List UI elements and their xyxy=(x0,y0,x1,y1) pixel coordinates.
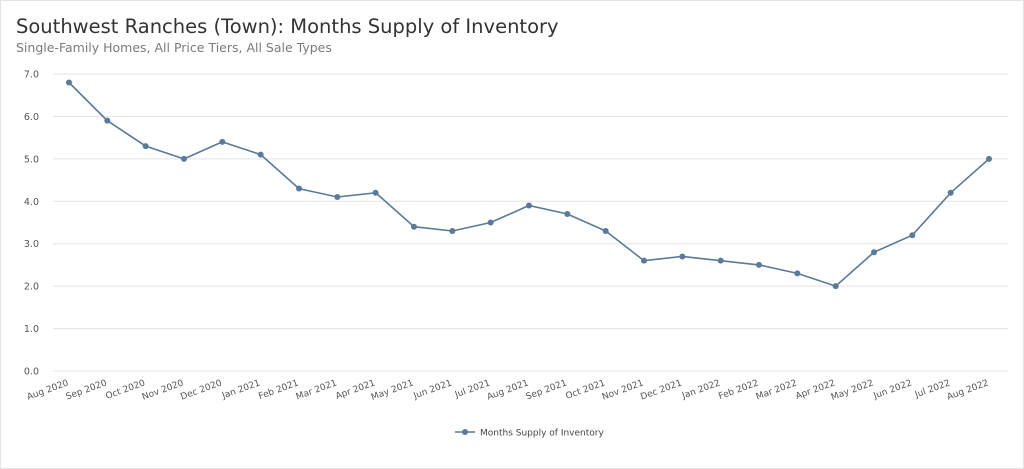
data-point[interactable] xyxy=(219,138,226,145)
data-point[interactable] xyxy=(602,227,609,234)
x-tick-label: May 2022 xyxy=(830,378,875,403)
x-tick-label: Mar 2022 xyxy=(755,378,799,402)
chart-title: Southwest Ranches (Town): Months Supply … xyxy=(16,15,559,38)
data-point[interactable] xyxy=(986,155,992,162)
y-tick-label: 7.0 xyxy=(24,70,39,81)
data-point[interactable] xyxy=(296,185,302,192)
data-point[interactable] xyxy=(372,189,379,196)
data-point[interactable] xyxy=(756,261,762,268)
data-point[interactable] xyxy=(66,79,72,86)
x-tick-label: Jul 2021 xyxy=(453,378,492,400)
x-tick-label: Oct 2021 xyxy=(564,378,606,402)
data-point[interactable] xyxy=(679,253,686,260)
x-tick-label: Feb 2021 xyxy=(257,378,300,402)
data-point[interactable] xyxy=(526,202,532,209)
y-tick-label: 2.0 xyxy=(24,282,39,293)
legend[interactable]: Months Supply of Inventory xyxy=(455,429,604,439)
x-tick-label: Nov 2020 xyxy=(141,378,185,402)
data-point[interactable] xyxy=(717,257,724,264)
series-layer xyxy=(66,79,992,290)
x-tick-label: Apr 2022 xyxy=(794,378,836,402)
y-tick-label: 0.0 xyxy=(24,367,39,378)
x-tick-label: Feb 2022 xyxy=(717,378,760,402)
data-point[interactable] xyxy=(487,219,494,226)
x-tick-label: Dec 2020 xyxy=(179,378,223,402)
data-point[interactable] xyxy=(947,189,954,196)
y-tick-label: 5.0 xyxy=(24,154,39,165)
data-point[interactable] xyxy=(181,155,187,162)
y-tick-label: 1.0 xyxy=(24,324,39,335)
data-point[interactable] xyxy=(257,151,264,158)
chart-subtitle: Single-Family Homes, All Price Tiers, Al… xyxy=(16,40,332,55)
y-tick-label: 4.0 xyxy=(24,197,39,208)
data-point[interactable] xyxy=(142,143,149,150)
data-point[interactable] xyxy=(104,117,111,124)
x-tick-label: Jan 2022 xyxy=(680,378,722,401)
x-tick-label: Oct 2020 xyxy=(104,378,147,402)
data-point[interactable] xyxy=(411,223,417,230)
data-point[interactable] xyxy=(871,249,877,256)
data-point[interactable] xyxy=(449,227,456,234)
x-tick-label: Aug 2021 xyxy=(486,378,530,402)
series-line xyxy=(68,81,990,288)
x-tick-label: Aug 2022 xyxy=(946,378,990,402)
x-tick-label: May 2021 xyxy=(370,378,415,403)
data-point[interactable] xyxy=(334,194,341,201)
x-tick-label: Sep 2020 xyxy=(65,378,109,402)
y-tick-label: 3.0 xyxy=(24,239,39,250)
x-tick-label: Jun 2022 xyxy=(872,378,914,401)
y-axis-ticks: 0.0 1.0 2.0 3.0 4.0 5.0 6.0 7.0 xyxy=(24,70,39,378)
x-tick-label: Aug 2020 xyxy=(26,378,70,402)
data-point[interactable] xyxy=(832,283,839,290)
legend-marker xyxy=(462,429,468,435)
x-tick-label: Dec 2021 xyxy=(639,378,683,402)
x-tick-label: Apr 2021 xyxy=(334,378,376,402)
data-point[interactable] xyxy=(641,257,647,264)
x-tick-label: Jun 2021 xyxy=(412,378,454,401)
gridlines xyxy=(53,73,1008,372)
x-tick-label: Jul 2022 xyxy=(913,378,952,400)
x-tick-label: Nov 2021 xyxy=(601,378,645,402)
y-tick-label: 6.0 xyxy=(24,112,39,123)
data-point[interactable] xyxy=(794,270,801,277)
legend-label: Months Supply of Inventory xyxy=(480,429,604,439)
x-tick-label: Sep 2021 xyxy=(525,378,569,402)
data-point[interactable] xyxy=(909,232,916,239)
x-tick-label: Jan 2021 xyxy=(220,378,262,401)
data-point[interactable] xyxy=(564,211,571,218)
x-tick-label: Mar 2021 xyxy=(295,378,339,402)
